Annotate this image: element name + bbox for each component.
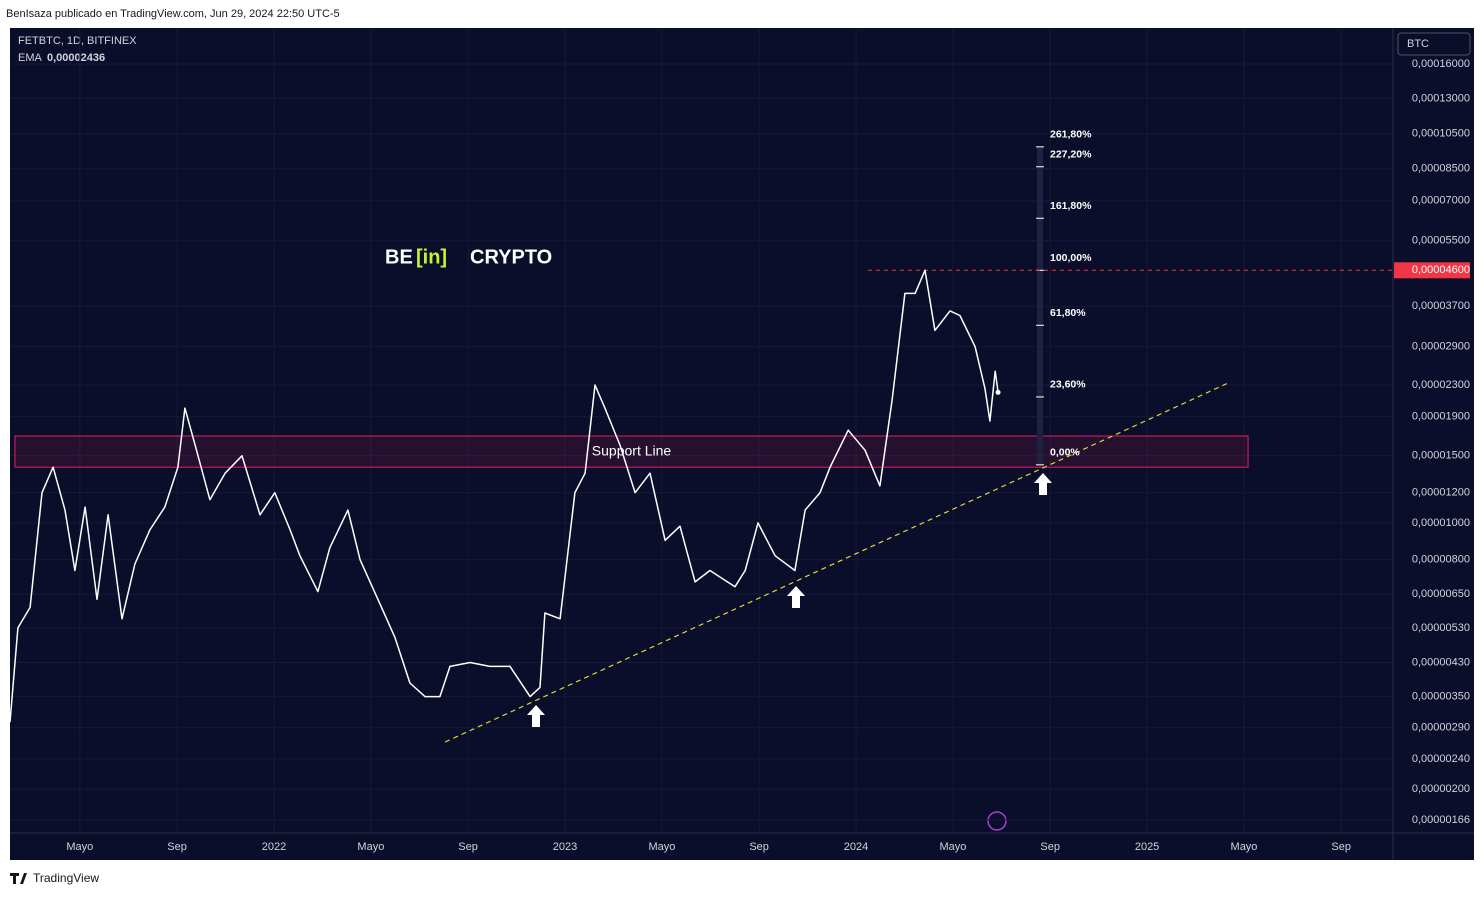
x-tick-label: 2023 (553, 841, 577, 853)
y-tick-label: 0,00010500 (1412, 128, 1470, 140)
x-tick-label: Sep (749, 841, 769, 853)
footer: TradingView (33, 871, 99, 885)
y-tick-label: 0,00000800 (1412, 554, 1470, 566)
fib-label: 23,60% (1050, 379, 1086, 391)
event-icon[interactable] (987, 811, 1007, 831)
up-arrow (787, 586, 805, 608)
fib-label: 261,80% (1050, 129, 1092, 141)
x-tick-label: 2025 (1135, 841, 1159, 853)
y-tick-label: 0,00007000 (1412, 195, 1470, 207)
y-tick-label: 0,00001900 (1412, 411, 1470, 423)
y-tick-label: 0,00003700 (1412, 300, 1470, 312)
fib-label: 161,80% (1050, 200, 1092, 212)
indicator-value: 0,00002436 (47, 52, 105, 64)
y-tick-label: 0,00000350 (1412, 691, 1470, 703)
tv-icon (10, 873, 27, 884)
attribution: BenIsaza publicado en TradingView.com, J… (6, 8, 340, 20)
symbol: FETBTC, 1D, BITFINEX (18, 35, 137, 47)
fib-label: 227,20% (1050, 149, 1092, 161)
price-tag (1394, 262, 1470, 279)
fib-label: 0,00% (1050, 447, 1080, 459)
y-tick-label: 0,00002900 (1412, 341, 1470, 353)
x-tick-label: Mayo (357, 841, 384, 853)
x-tick-label: 2022 (262, 841, 286, 853)
logo-middle: [in] (416, 246, 447, 268)
price-tag-label: 0,00004600 (1412, 264, 1470, 276)
indicator: EMA (18, 52, 43, 64)
y-tick-label: 0,00013000 (1412, 92, 1470, 104)
y-tick-label: 0,00000650 (1412, 588, 1470, 600)
y-tick-label: 0,00000240 (1412, 753, 1470, 765)
x-tick-label: Mayo (940, 841, 967, 853)
x-tick-label: Sep (458, 841, 478, 853)
y-tick-label: 0,00000530 (1412, 622, 1470, 634)
plot-bg (10, 28, 1474, 860)
x-tick-label: Sep (1040, 841, 1060, 853)
support-label: Support Line (592, 442, 672, 458)
y-tick-label: 0,00005500 (1412, 235, 1470, 247)
price-line (9, 269, 999, 723)
footer-logo: TradingView (10, 871, 99, 885)
logo-right: CRYPTO (470, 246, 552, 268)
x-tick-label: Mayo (66, 841, 93, 853)
y-tick-label: 0,00001000 (1412, 517, 1470, 529)
currency[interactable]: BTC (1407, 38, 1429, 50)
x-tick-label: Mayo (1231, 841, 1258, 853)
y-tick-label: 0,00000290 (1412, 722, 1470, 734)
y-tick-label: 0,00001500 (1412, 450, 1470, 462)
y-tick-label: 0,00000166 (1412, 814, 1470, 826)
x-tick-label: 2024 (844, 841, 868, 853)
last-point (995, 389, 1001, 395)
up-arrow (1034, 473, 1052, 495)
fib-label: 61,80% (1050, 307, 1086, 319)
fib-label: 100,00% (1050, 252, 1092, 264)
x-tick-label: Sep (167, 841, 187, 853)
y-tick-label: 0,00000200 (1412, 783, 1470, 795)
up-arrow (527, 705, 545, 727)
y-tick-label: 0,00000430 (1412, 656, 1470, 668)
arrows (527, 473, 1052, 727)
currency-button[interactable] (1397, 32, 1471, 56)
y-tick-label: 0,00016000 (1412, 58, 1470, 70)
plot: 0,00016000 0,00013000 0,00010500 0,00008500… (9, 28, 1470, 853)
logo: BE [in] CRYPTO (385, 246, 552, 268)
logo-left: BE (385, 246, 413, 268)
x-tick-label: Mayo (648, 841, 675, 853)
y-tick-label: 0,00002300 (1412, 379, 1470, 391)
x-tick-label: Sep (1331, 841, 1351, 853)
y-tick-label: 0,00008500 (1412, 163, 1470, 175)
y-tick-label: 0,00001200 (1412, 487, 1470, 499)
